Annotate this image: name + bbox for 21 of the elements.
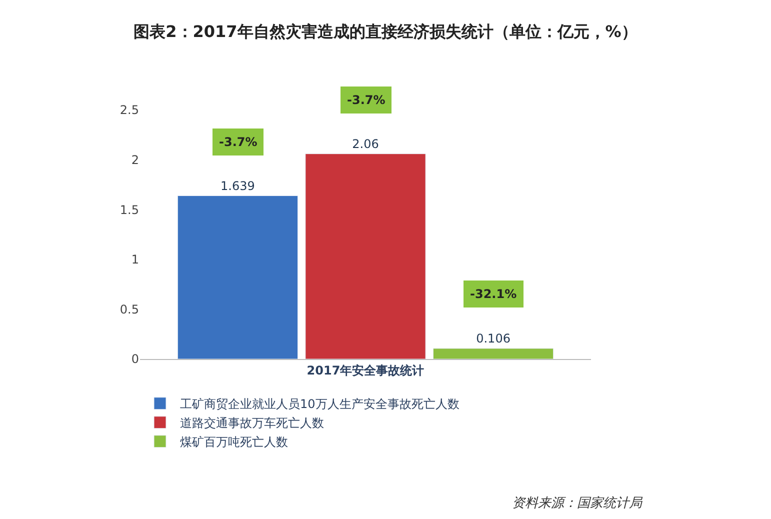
data-label: 0.106	[476, 331, 510, 346]
annotation: -3.7%	[219, 135, 258, 149]
legend-label: 道路交通事故万车死亡人数	[180, 416, 324, 430]
y-tick-label: 0.5	[120, 302, 139, 316]
bar	[305, 154, 426, 359]
y-tick-label: 1.5	[120, 202, 139, 217]
y-tick-label: 2	[131, 153, 139, 167]
legend-label: 煤矿百万吨死亡人数	[180, 435, 288, 450]
data-label: 2.06	[352, 136, 379, 151]
data-label: 1.639	[220, 178, 255, 193]
bar	[177, 196, 298, 359]
y-tick-label: 0	[131, 352, 139, 366]
legend-label: 工矿商贸企业就业人员10万人生产安全事故死亡人数	[180, 397, 460, 412]
chart-title: 图表2：2017年自然灾害造成的直接经济损失统计（单位：亿元，%）	[134, 22, 638, 42]
text: -3.7%	[347, 93, 386, 107]
annotation: -32.1%	[470, 287, 517, 301]
y-tick-label: 2.5	[120, 103, 139, 118]
text: 资料来源：国家统计局	[512, 495, 643, 511]
x-tick-label: 2017年安全事故统计	[306, 363, 424, 378]
bar	[432, 348, 554, 359]
y-tick-label: 1	[131, 252, 139, 267]
